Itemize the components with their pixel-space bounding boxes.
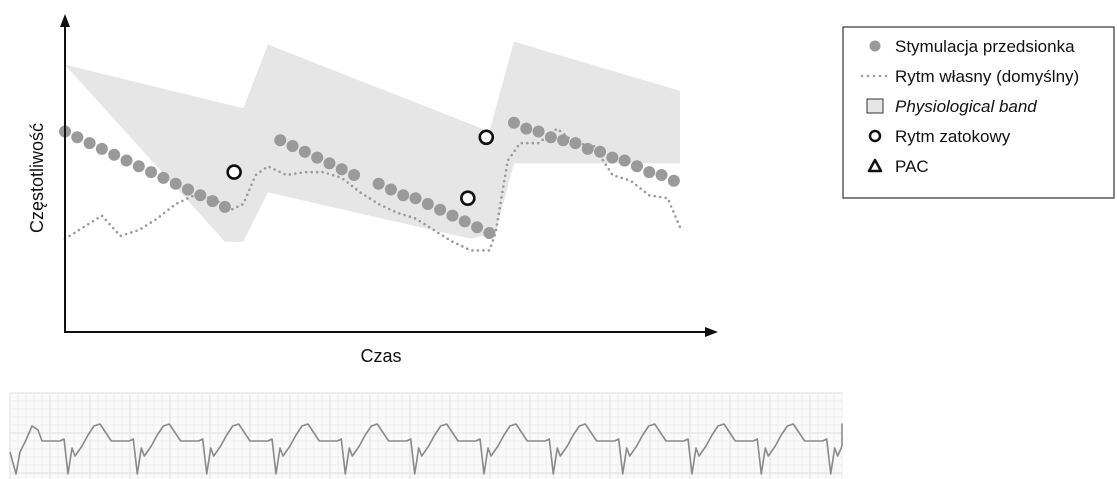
legend-sinus-marker — [868, 129, 882, 143]
pacing-point — [372, 177, 385, 190]
pacing-point — [446, 209, 459, 222]
ecg-strip — [9, 392, 843, 479]
pacing-point — [483, 227, 496, 239]
pacing-point — [471, 221, 484, 234]
pacing-point — [594, 145, 607, 158]
physiological-band-layer — [65, 41, 680, 242]
pacing-point — [311, 151, 324, 164]
legend-pac-marker — [867, 158, 883, 173]
pacing-point — [348, 169, 361, 181]
pacing-point — [286, 140, 299, 152]
legend-label-sinus: Rytm zatokowy — [895, 127, 1011, 146]
physiological-band — [65, 41, 680, 242]
pacing-point — [618, 154, 631, 167]
y-axis-label: Częstotliwość — [27, 123, 47, 233]
pacing-point — [458, 215, 471, 228]
pacing-point — [569, 137, 582, 150]
legend: Stymulacja przedsionka Rytm własny (domy… — [842, 26, 1115, 199]
pacing-point — [95, 142, 108, 155]
pacing-point — [323, 157, 336, 170]
pacing-point — [557, 134, 570, 147]
legend-box — [842, 26, 1115, 199]
pacing-point — [397, 189, 410, 202]
pacing-point — [532, 125, 545, 138]
pacing-point — [421, 198, 434, 210]
atrial-pacing-layer — [59, 116, 680, 239]
ecg-grid — [9, 392, 843, 479]
pacing-point — [655, 169, 668, 181]
pacing-point — [507, 116, 520, 129]
pacing-point — [434, 203, 447, 216]
pacing-point — [335, 163, 348, 176]
x-axis-arrow — [705, 327, 718, 337]
pacing-point — [606, 151, 619, 164]
pacing-point — [157, 171, 170, 184]
pacing-point — [83, 137, 96, 150]
axes — [60, 14, 718, 337]
legend-label-intrinsic: Rytm własny (domyślny) — [895, 67, 1079, 86]
sinus-rhythm-point — [460, 190, 476, 206]
pacing-point — [409, 192, 422, 205]
pacing-point — [520, 122, 533, 135]
y-axis-arrow — [60, 14, 70, 27]
pacing-point — [120, 154, 133, 167]
ecg-trace — [9, 423, 843, 475]
legend-pacing-marker — [869, 40, 881, 52]
legend-label-pac: PAC — [895, 157, 929, 176]
sinus-rhythm-layer — [226, 129, 495, 206]
sinus-rhythm-point — [478, 129, 495, 146]
sinus-rhythm-point — [226, 164, 242, 180]
pacing-point — [132, 160, 145, 173]
pacing-point — [544, 131, 557, 144]
pacing-point — [298, 145, 311, 158]
pacing-point — [384, 183, 397, 196]
intrinsic-rhythm-line — [63, 127, 682, 252]
legend-label-pacing: Stymulacja przedsionka — [895, 37, 1075, 56]
pacing-point — [218, 200, 231, 213]
legend-label-band: Physiological band — [895, 97, 1037, 116]
chart: Czas Częstotliwość — [27, 14, 718, 366]
pacing-point — [667, 174, 680, 187]
intrinsic-rhythm-layer — [63, 127, 682, 252]
x-axis-label: Czas — [360, 346, 401, 366]
pacing-point — [630, 160, 643, 173]
pacing-point — [581, 142, 594, 155]
pacing-point — [108, 148, 121, 161]
legend-band-marker — [866, 98, 884, 114]
pacing-point — [274, 134, 287, 147]
pacing-point — [182, 183, 194, 196]
pacing-point — [643, 166, 656, 179]
pacing-point — [71, 131, 84, 144]
pacing-point — [169, 177, 182, 190]
pacing-point — [145, 166, 158, 179]
pacing-point — [206, 195, 219, 208]
pacing-point — [194, 189, 207, 202]
